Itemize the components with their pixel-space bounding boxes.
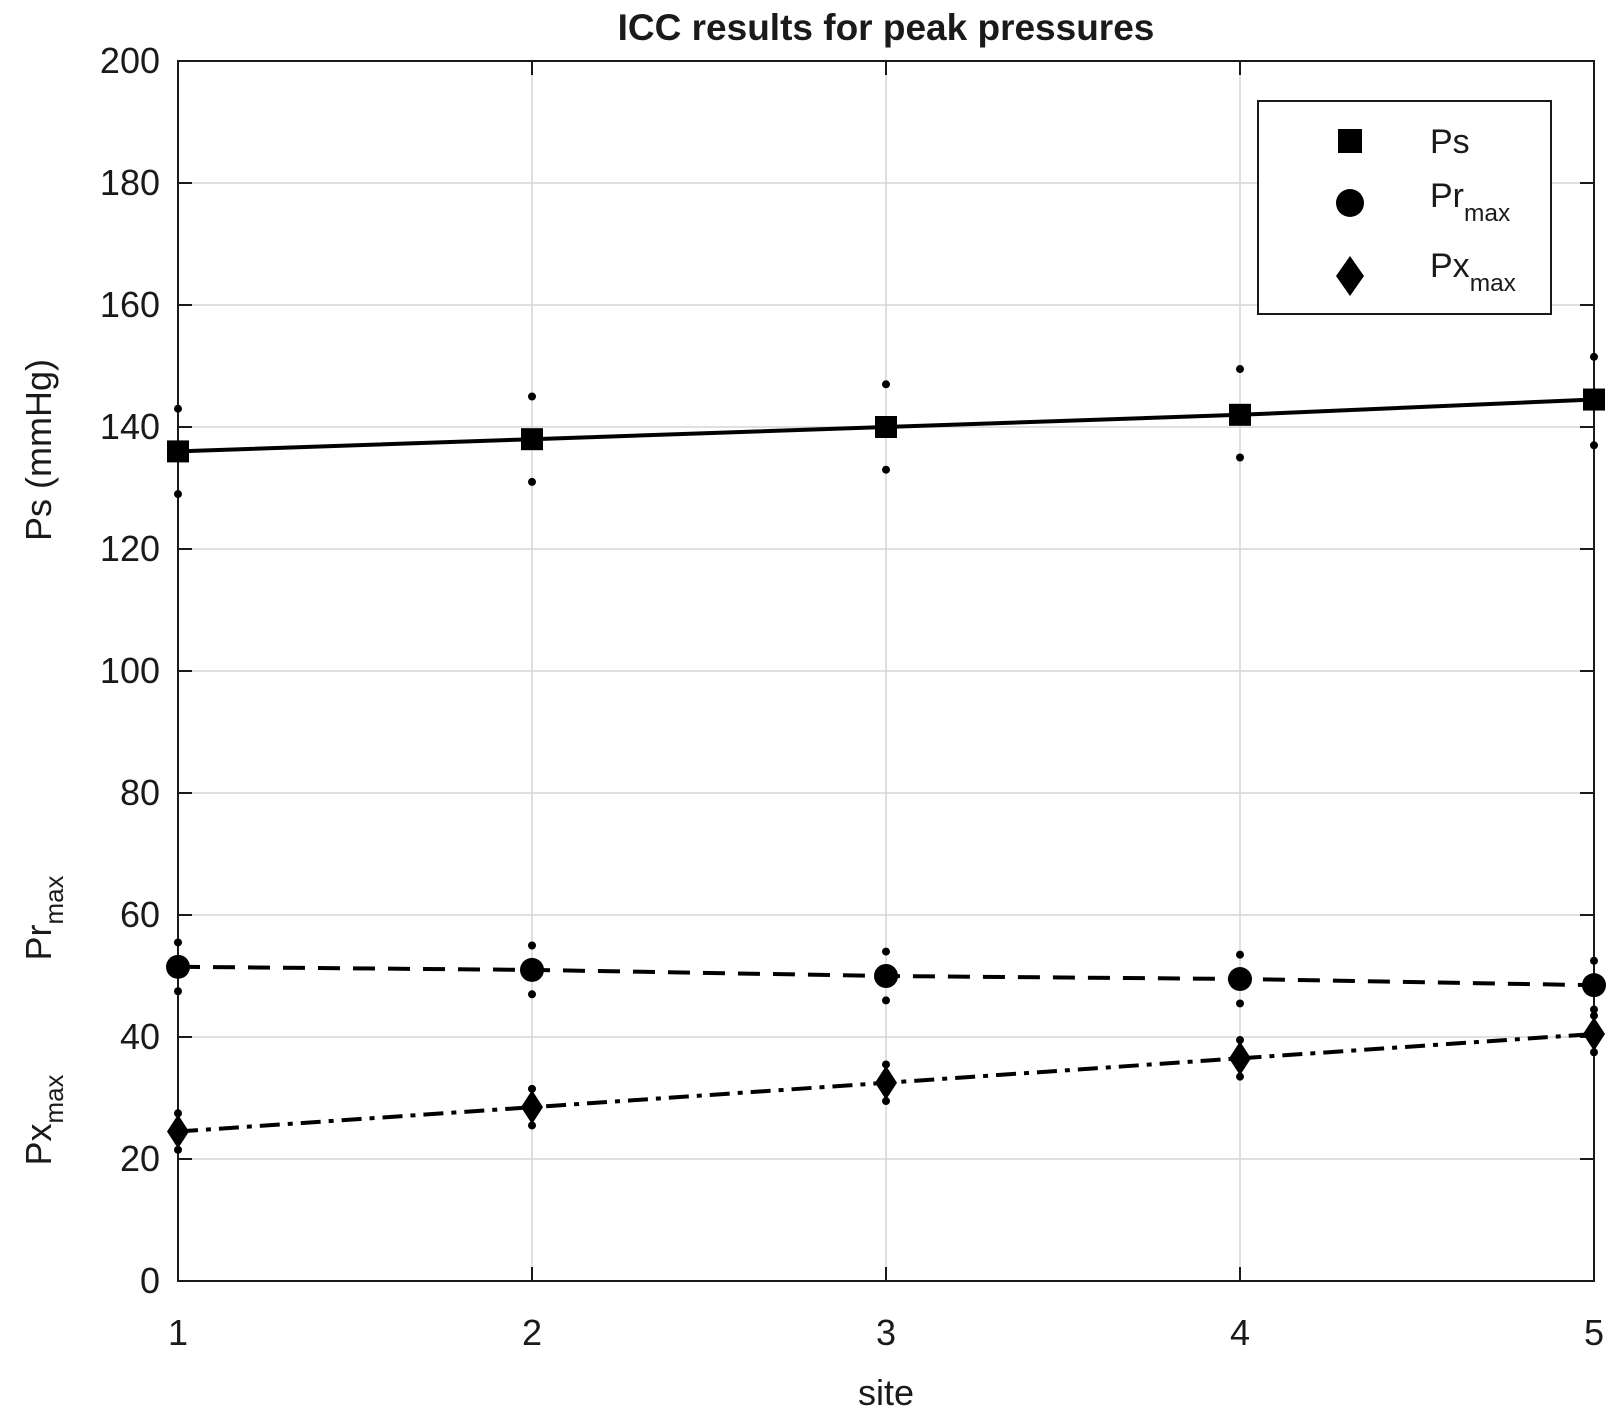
- legend-label-px-base: Px: [1430, 247, 1470, 285]
- series-2-point-2: [875, 1065, 897, 1100]
- legend: Ps Prmax Pxmax: [1257, 100, 1552, 315]
- series-2-point-3: [1229, 1041, 1251, 1076]
- series-1-lower-0: [174, 987, 182, 996]
- series-0-lower-3: [1236, 453, 1244, 462]
- y-tick-label-8: 160: [100, 284, 160, 325]
- y-tick-label-0: 0: [140, 1260, 160, 1301]
- y-axis-label-px-base: Px: [18, 1123, 59, 1165]
- x-tick-label-2: 3: [876, 1312, 896, 1353]
- series-0-upper-4: [1590, 352, 1598, 361]
- series-1-upper-1: [528, 941, 536, 950]
- series-2-upper-0: [174, 1109, 182, 1118]
- series-2: [167, 1011, 1605, 1154]
- y-tick-label-4: 80: [120, 772, 160, 813]
- series-2-point-4: [1583, 1016, 1605, 1051]
- legend-box: [1257, 100, 1552, 315]
- y-axis-label-pr-base: Pr: [18, 924, 59, 960]
- series-2-point-1: [521, 1090, 543, 1125]
- series-0-upper-1: [528, 392, 536, 401]
- y-tick-label-9: 180: [100, 162, 160, 203]
- series-1-point-2: [874, 964, 898, 988]
- series-0-lower-0: [174, 490, 182, 499]
- series-0-lower-4: [1590, 441, 1598, 450]
- series-0-upper-3: [1236, 365, 1244, 374]
- series-2-point-0: [167, 1114, 189, 1149]
- y-axis-label-pr-sub: max: [41, 875, 69, 924]
- y-tick-label-3: 60: [120, 894, 160, 935]
- series-1-lower-1: [528, 990, 536, 999]
- series-0-upper-2: [882, 380, 890, 389]
- series-0-point-2: [875, 416, 897, 438]
- legend-label-pr: Prmax: [1430, 177, 1510, 227]
- x-tick-label-3: 4: [1230, 1312, 1250, 1353]
- series-1-point-1: [520, 957, 544, 982]
- series-0-lower-1: [528, 477, 536, 486]
- series-2-upper-3: [1236, 1036, 1244, 1045]
- legend-label-ps: Ps: [1430, 123, 1470, 161]
- y-tick-label-2: 40: [120, 1016, 160, 1057]
- y-tick-label-1: 20: [120, 1138, 160, 1179]
- series-2-lower-0: [174, 1145, 182, 1154]
- x-tick-label-4: 5: [1584, 1312, 1604, 1353]
- y-axis-label-px-sub: max: [41, 1074, 69, 1123]
- series-1-upper-3: [1236, 950, 1244, 959]
- y-axis-label-ps: Ps (mmHg): [18, 359, 59, 541]
- series-0-point-1: [521, 428, 543, 451]
- legend-marker-ps: [1338, 129, 1362, 153]
- series-2-upper-4: [1590, 1011, 1598, 1020]
- series-1-point-0: [166, 954, 190, 979]
- series-1-lower-3: [1236, 999, 1244, 1008]
- series-0-point-3: [1229, 403, 1251, 426]
- series-0-point-0: [167, 440, 189, 463]
- series-2-lower-1: [528, 1121, 536, 1130]
- x-tick-label-0: 1: [168, 1312, 188, 1353]
- legend-label-px-sub: max: [1470, 270, 1516, 297]
- series-0-point-4: [1583, 388, 1605, 411]
- series-1-lower-4: [1590, 1005, 1598, 1014]
- x-axis-label: site: [858, 1372, 914, 1413]
- series-2-lower-3: [1236, 1072, 1244, 1081]
- y-axis-label-px: Pxmax: [18, 1074, 69, 1165]
- y-tick-label-6: 120: [100, 528, 160, 569]
- y-tick-label-5: 100: [100, 650, 160, 691]
- series-1-point-3: [1228, 967, 1252, 992]
- series-2-lower-2: [882, 1097, 890, 1106]
- y-tick-label-10: 200: [100, 40, 160, 81]
- legend-label-px: Pxmax: [1430, 247, 1516, 297]
- x-tick-label-1: 2: [522, 1312, 542, 1353]
- series-2-lower-4: [1590, 1048, 1598, 1057]
- series-group: [166, 352, 1606, 1154]
- series-1: [166, 938, 1606, 1014]
- chart-title: ICC results for peak pressures: [618, 7, 1155, 48]
- series-1-upper-0: [174, 938, 182, 947]
- legend-label-pr-base: Pr: [1430, 177, 1464, 215]
- legend-label-pr-sub: max: [1464, 200, 1510, 227]
- y-tick-label-7: 140: [100, 406, 160, 447]
- series-1-lower-2: [882, 996, 890, 1005]
- series-1-upper-4: [1590, 956, 1598, 965]
- legend-marker-px: [1336, 256, 1364, 296]
- y-axis-label-pr: Prmax: [18, 875, 69, 960]
- legend-marker-pr: [1336, 189, 1364, 217]
- series-0-lower-2: [882, 465, 890, 474]
- series-0: [167, 352, 1605, 499]
- series-1-upper-2: [882, 947, 890, 956]
- series-2-upper-2: [882, 1060, 890, 1069]
- series-1-point-4: [1582, 973, 1606, 998]
- series-0-upper-0: [174, 404, 182, 413]
- series-2-upper-1: [528, 1084, 536, 1093]
- tick-labels: 0 20 40 60 80 100 120 140 160 180 200 1 2 3 4 5: [100, 40, 1604, 1353]
